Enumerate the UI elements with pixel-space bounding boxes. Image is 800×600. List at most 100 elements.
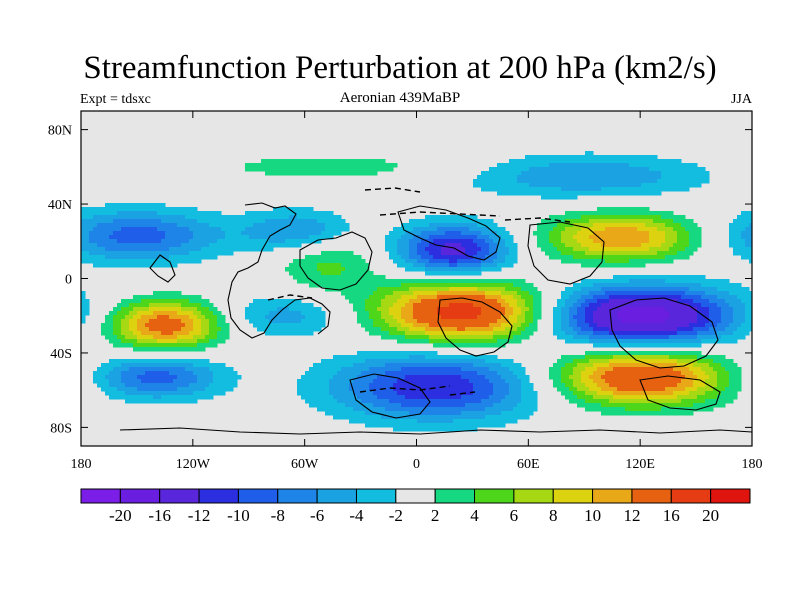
field-cell — [317, 323, 322, 328]
field-cell — [393, 355, 398, 360]
field-cell — [189, 227, 194, 232]
field-cell — [449, 311, 454, 316]
field-cell — [513, 327, 518, 332]
field-cell — [637, 247, 642, 252]
field-cell — [145, 223, 150, 228]
field-cell — [429, 327, 434, 332]
field-cell — [525, 187, 530, 192]
field-cell — [741, 323, 746, 328]
field-cell — [461, 239, 466, 244]
field-cell — [257, 311, 262, 316]
field-cell — [353, 275, 358, 280]
field-cell — [369, 323, 374, 328]
field-cell — [661, 251, 666, 256]
field-cell — [581, 183, 586, 188]
field-cell — [425, 363, 430, 368]
field-cell — [181, 331, 186, 336]
field-cell — [657, 335, 662, 340]
field-cell — [257, 223, 262, 228]
field-cell — [141, 207, 146, 212]
field-cell — [517, 283, 522, 288]
field-cell — [673, 303, 678, 308]
field-cell — [661, 167, 666, 172]
field-cell — [241, 215, 246, 220]
field-cell — [293, 231, 298, 236]
field-cell — [497, 243, 502, 248]
field-cell — [417, 319, 422, 324]
field-cell — [373, 299, 378, 304]
field-cell — [645, 183, 650, 188]
field-cell — [125, 219, 130, 224]
field-cell — [677, 327, 682, 332]
field-cell — [529, 163, 534, 168]
field-cell — [121, 219, 126, 224]
field-cell — [285, 319, 290, 324]
field-cell — [613, 211, 618, 216]
field-cell — [277, 215, 282, 220]
field-cell — [189, 215, 194, 220]
field-cell — [677, 223, 682, 228]
field-cell — [113, 231, 118, 236]
field-cell — [521, 335, 526, 340]
field-cell — [153, 243, 158, 248]
field-cell — [361, 171, 366, 176]
field-cell — [105, 211, 110, 216]
field-cell — [389, 299, 394, 304]
field-cell — [121, 327, 126, 332]
field-cell — [437, 231, 442, 236]
field-cell — [249, 227, 254, 232]
field-cell — [701, 175, 706, 180]
field-cell — [465, 323, 470, 328]
field-cell — [645, 339, 650, 344]
field-cell — [461, 315, 466, 320]
field-cell — [617, 167, 622, 172]
field-cell — [121, 207, 126, 212]
field-cell — [405, 243, 410, 248]
field-cell — [585, 287, 590, 292]
field-cell — [665, 327, 670, 332]
field-cell — [577, 307, 582, 312]
field-cell — [149, 235, 154, 240]
field-cell — [513, 291, 518, 296]
field-cell — [137, 339, 142, 344]
field-cell — [417, 291, 422, 296]
field-cell — [673, 235, 678, 240]
field-cell — [741, 255, 746, 260]
field-cell — [641, 275, 646, 280]
field-cell — [517, 315, 522, 320]
field-cell — [493, 251, 498, 256]
field-cell — [581, 255, 586, 260]
field-cell — [437, 315, 442, 320]
field-cell — [629, 311, 634, 316]
field-cell — [657, 191, 662, 196]
field-cell — [709, 291, 714, 296]
field-cell — [633, 335, 638, 340]
field-cell — [309, 323, 314, 328]
field-cell — [417, 327, 422, 332]
field-cell — [189, 319, 194, 324]
field-cell — [565, 335, 570, 340]
field-cell — [697, 239, 702, 244]
field-cell — [489, 247, 494, 252]
field-cell — [361, 167, 366, 172]
field-cell — [657, 315, 662, 320]
field-cell — [669, 343, 674, 348]
field-cell — [169, 207, 174, 212]
field-cell — [505, 323, 510, 328]
field-cell — [153, 327, 158, 332]
field-cell — [357, 307, 362, 312]
field-cell — [497, 323, 502, 328]
field-cell — [445, 307, 450, 312]
field-cell — [649, 227, 654, 232]
field-cell — [633, 167, 638, 172]
field-cell — [569, 243, 574, 248]
field-cell — [401, 307, 406, 312]
field-cell — [465, 279, 470, 284]
field-cell — [393, 311, 398, 316]
field-cell — [625, 227, 630, 232]
field-cell — [745, 231, 750, 236]
field-cell — [545, 175, 550, 180]
field-cell — [577, 183, 582, 188]
field-cell — [681, 235, 686, 240]
field-cell — [189, 211, 194, 216]
